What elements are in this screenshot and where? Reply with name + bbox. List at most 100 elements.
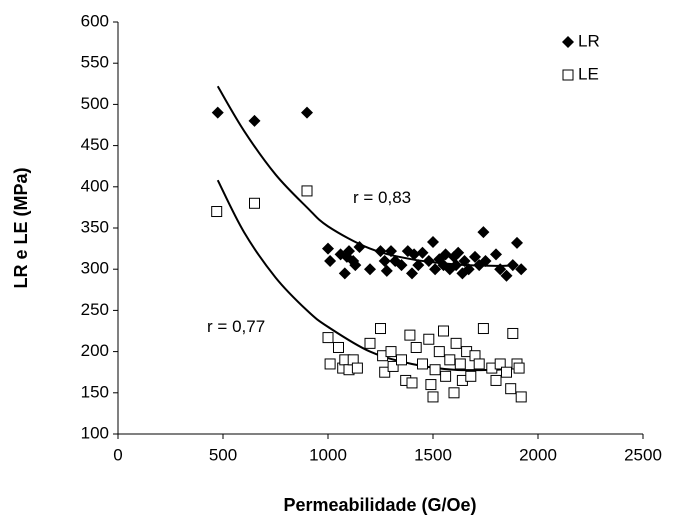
y-tick-label: 350	[81, 217, 109, 236]
point	[433, 346, 445, 358]
point	[351, 362, 363, 374]
point	[448, 387, 460, 399]
annotation: r = 0,77	[207, 317, 265, 336]
point	[416, 246, 429, 259]
point	[385, 245, 397, 258]
point	[429, 263, 442, 276]
point	[454, 358, 466, 370]
point	[490, 248, 502, 261]
y-tick-label: 300	[81, 259, 109, 278]
point	[322, 242, 334, 255]
y-tick-label: 150	[81, 382, 109, 401]
point	[515, 263, 528, 276]
point	[417, 358, 428, 370]
point	[353, 240, 366, 253]
point	[301, 106, 313, 119]
point	[450, 259, 463, 272]
point	[458, 254, 471, 267]
point	[333, 341, 344, 353]
point	[473, 358, 485, 370]
point	[412, 259, 425, 272]
point	[404, 329, 416, 341]
y-tick-label: 250	[81, 300, 109, 319]
y-tick-label: 100	[81, 423, 109, 442]
point	[477, 323, 489, 335]
x-tick-label: 1500	[414, 445, 452, 464]
point	[429, 364, 441, 376]
point	[427, 236, 439, 249]
point	[375, 323, 386, 335]
point	[349, 259, 362, 272]
point	[385, 346, 397, 358]
point	[387, 360, 399, 372]
x-tick-label: 1000	[309, 445, 347, 464]
y-tick-label: 400	[81, 176, 109, 195]
point	[438, 325, 449, 337]
x-tick-label: 2500	[624, 445, 662, 464]
point	[211, 106, 224, 119]
point	[469, 250, 481, 263]
point	[440, 370, 452, 382]
point	[423, 333, 435, 345]
y-tick-label: 500	[81, 94, 109, 113]
point	[364, 263, 376, 276]
y-tick-label: 450	[81, 135, 109, 154]
trend-line	[216, 85, 518, 267]
point	[515, 391, 527, 403]
point	[500, 269, 513, 282]
point	[324, 254, 337, 267]
point	[374, 245, 387, 258]
trend-line	[216, 179, 518, 372]
x-tick-label: 0	[113, 445, 122, 464]
point	[425, 379, 437, 391]
point	[406, 377, 418, 389]
point	[490, 374, 502, 386]
point	[513, 362, 525, 374]
point	[324, 358, 336, 370]
point	[422, 254, 435, 267]
point	[439, 248, 452, 261]
point	[379, 366, 391, 378]
point	[427, 391, 439, 403]
point	[462, 263, 475, 276]
point	[378, 254, 391, 267]
point	[505, 383, 517, 395]
y-tick-label: 550	[81, 53, 109, 72]
y-tick-label: 200	[81, 341, 109, 360]
point	[322, 332, 334, 344]
point	[465, 370, 477, 382]
point	[249, 197, 260, 209]
legend-label: LR	[578, 31, 600, 50]
point	[395, 259, 408, 272]
point	[450, 337, 462, 349]
x-tick-label: 2000	[519, 445, 557, 464]
point	[343, 245, 355, 258]
legend-label: LE	[578, 64, 599, 83]
point	[211, 206, 223, 218]
x-tick-label: 500	[209, 445, 237, 464]
x-axis-title: Permeabilidade (G/Oe)	[283, 495, 476, 515]
point	[301, 185, 313, 197]
legend-marker	[562, 69, 574, 81]
point	[507, 327, 519, 339]
point	[408, 248, 421, 261]
y-axis-title: LR e LE (MPa)	[11, 167, 31, 288]
point	[501, 366, 512, 378]
point	[506, 259, 519, 272]
legend-marker	[562, 36, 574, 48]
point	[248, 114, 261, 127]
y-tick-label: 600	[81, 11, 109, 30]
point	[380, 264, 393, 277]
point	[406, 267, 418, 280]
point	[444, 354, 456, 366]
point	[477, 226, 490, 239]
point	[396, 354, 407, 366]
point	[410, 341, 422, 353]
point	[511, 236, 523, 249]
point	[479, 254, 492, 267]
point	[494, 358, 506, 370]
point	[494, 263, 507, 276]
point	[452, 246, 465, 259]
point	[338, 267, 351, 280]
